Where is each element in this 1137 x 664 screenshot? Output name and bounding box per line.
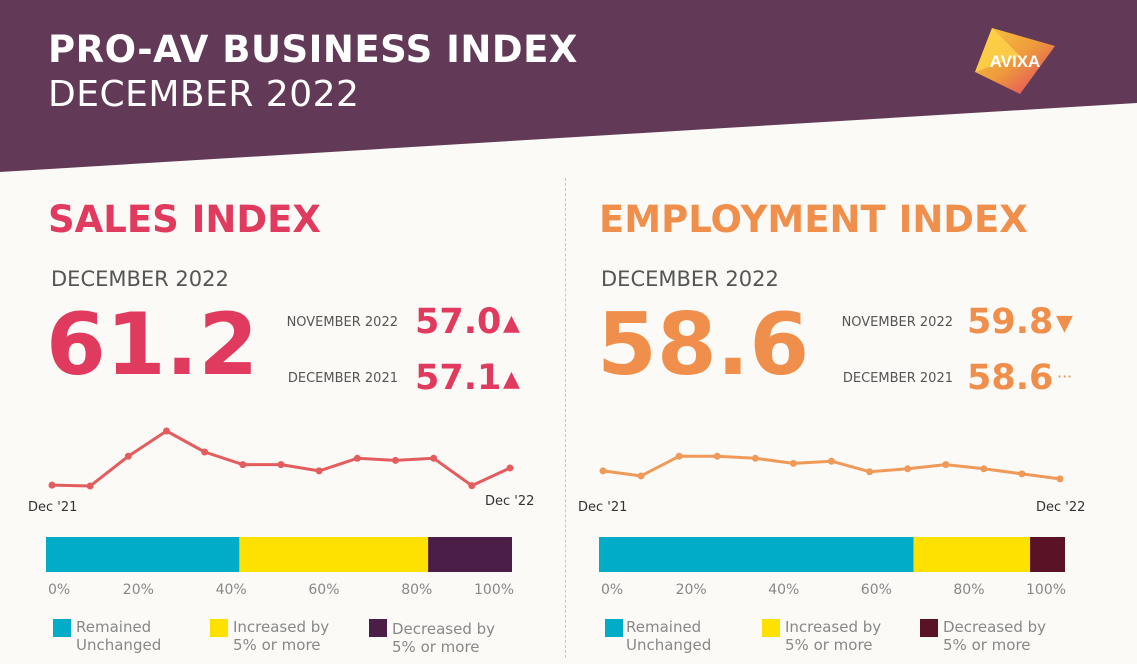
employment-current-value: 58.6 [597, 295, 810, 395]
sales-current-label: DECEMBER 2022 [51, 267, 229, 291]
legend-swatch-increased [210, 619, 228, 637]
employment-title: EMPLOYMENT INDEX [599, 198, 1028, 241]
employment-point-1 [637, 472, 645, 480]
sales-point-6 [277, 461, 285, 469]
sales-point-1 [86, 482, 94, 490]
sales-series-line [51, 429, 511, 488]
legend-remained: Remained Unchanged [76, 618, 162, 654]
employment-tick-5: 100% [1026, 582, 1067, 598]
sales-tick-2: 40% [215, 582, 247, 598]
sales-end-label: Dec '22 [485, 494, 535, 509]
sales-current-value: 61.2 [46, 295, 259, 395]
panel-divider [565, 178, 566, 658]
employment-bar-segment-2 [1030, 537, 1065, 572]
sales-line-chart [48, 427, 514, 490]
sales-tick-1: 20% [122, 582, 154, 598]
legend-swatch-increased [762, 619, 780, 637]
employment-tick-2: 40% [768, 582, 800, 598]
sales-point-8 [353, 454, 361, 462]
employment-point-12 [1056, 475, 1064, 483]
employment-cmp1-value: 59.8 [967, 302, 1054, 342]
employment-point-2 [675, 452, 683, 460]
employment-point-9 [942, 461, 950, 469]
employment-point-10 [980, 465, 988, 473]
header-band [0, 0, 1137, 172]
employment-cmp1-label: NOVEMBER 2022 [841, 315, 953, 330]
up-arrow-icon: ▲ [503, 311, 520, 336]
sales-point-7 [315, 467, 323, 475]
sales-bar-segment-2 [428, 537, 512, 572]
employment-current-label: DECEMBER 2022 [601, 267, 779, 291]
sales-point-12 [506, 464, 514, 472]
employment-point-11 [1018, 470, 1026, 478]
sales-cmp2-label: DECEMBER 2021 [287, 371, 398, 386]
employment-cmp2-value: 58.6 [967, 358, 1054, 398]
sales-tick-4: 80% [401, 582, 433, 598]
sales-cmp1-value: 57.0 [415, 302, 502, 342]
sales-point-0 [48, 481, 56, 489]
legend-swatch-remained [53, 619, 71, 637]
legend-swatch-decreased [369, 619, 387, 637]
employment-point-7 [866, 468, 874, 476]
employment-point-4 [751, 454, 759, 462]
legend-decreased: Decreased by 5% or more [392, 620, 496, 656]
sales-start-label: Dec '21 [28, 500, 78, 515]
employment-stacked-bar [599, 537, 1065, 572]
employment-panel: EMPLOYMENT INDEX DECEMBER 2022 58.6 NOVE… [570, 180, 1130, 664]
sales-tick-0: 0% [48, 582, 71, 598]
employment-start-label: Dec '21 [578, 500, 628, 515]
sales-title: SALES INDEX [48, 198, 321, 241]
no-change-icon: ··· [1057, 367, 1073, 386]
sales-bar-segment-0 [46, 537, 240, 572]
employment-tick-0: 0% [601, 582, 624, 598]
sales-point-3 [163, 427, 170, 435]
page-subtitle: DECEMBER 2022 [48, 74, 360, 115]
legend-swatch-decreased [920, 619, 938, 637]
legend-remained: Remained Unchanged [626, 618, 712, 654]
employment-end-label: Dec '22 [1036, 500, 1086, 515]
legend-increased: Increased by 5% or more [785, 618, 882, 654]
up-arrow-icon: ▲ [503, 367, 520, 392]
employment-point-3 [713, 452, 721, 460]
employment-point-8 [904, 465, 912, 473]
employment-cmp2-label: DECEMBER 2021 [842, 371, 953, 386]
employment-bar-segment-1 [913, 537, 1031, 572]
avixa-logo: AVIXA [975, 28, 1055, 94]
employment-point-5 [789, 459, 797, 467]
employment-point-0 [599, 467, 607, 475]
sales-point-11 [468, 482, 476, 490]
sales-bar-segment-1 [239, 537, 429, 572]
sales-point-4 [201, 448, 209, 456]
employment-tick-4: 80% [953, 582, 985, 598]
sales-panel: SALES INDEX DECEMBER 2022 61.2 NOVEMBER … [0, 180, 560, 664]
sales-cmp1-label: NOVEMBER 2022 [286, 315, 398, 330]
legend-increased: Increased by 5% or more [233, 618, 330, 654]
sales-point-9 [392, 456, 399, 464]
sales-stacked-bar [46, 537, 512, 572]
page-title: PRO-AV BUSINESS INDEX [48, 28, 578, 71]
sales-tick-3: 60% [308, 582, 340, 598]
sales-point-10 [430, 454, 438, 462]
legend-swatch-remained [605, 619, 623, 637]
logo-text: AVIXA [990, 52, 1041, 71]
legend-decreased: Decreased by 5% or more [943, 618, 1047, 654]
employment-tick-1: 20% [675, 582, 707, 598]
employment-line-chart [599, 452, 1064, 483]
sales-cmp2-value: 57.1 [415, 358, 502, 398]
sales-tick-5: 100% [474, 582, 515, 598]
employment-tick-3: 60% [860, 582, 892, 598]
employment-bar-segment-0 [599, 537, 914, 572]
employment-point-6 [828, 457, 835, 465]
sales-point-5 [239, 461, 247, 469]
down-arrow-icon: ▼ [1056, 311, 1073, 336]
sales-point-2 [124, 452, 132, 460]
